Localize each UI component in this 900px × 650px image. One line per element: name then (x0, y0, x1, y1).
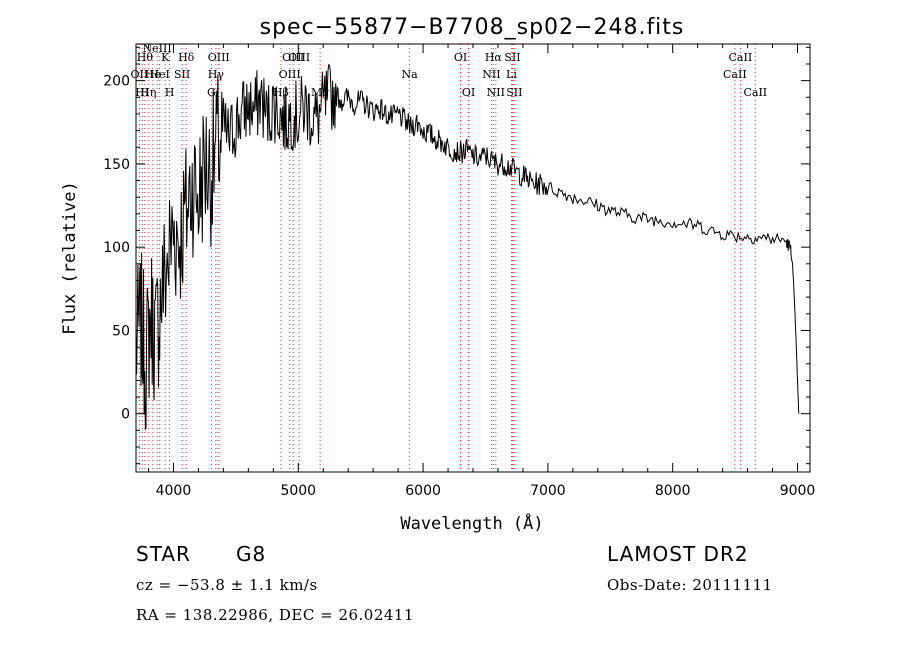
line-label: Hθ (137, 51, 154, 64)
line-label: SII (504, 51, 520, 64)
line-label: Hη (140, 86, 156, 99)
line-label: NII (487, 86, 505, 99)
y-tick-label: 100 (103, 240, 130, 256)
line-label: OIII (208, 51, 230, 64)
line-label: Li (506, 68, 517, 81)
line-label: CaII (729, 51, 753, 64)
x-tick-label: 7000 (530, 483, 566, 499)
line-label: OI (462, 86, 475, 99)
coordinates: RA = 138.22986, DEC = 26.02411 (136, 606, 415, 624)
line-label: NII (482, 68, 500, 81)
line-label: Hγ (208, 68, 225, 81)
line-label: CaII (723, 68, 747, 81)
x-tick-label: 8000 (655, 483, 691, 499)
x-axis-label: Wavelength (Å) (400, 512, 543, 534)
obs-date: Obs-Date: 20111111 (607, 576, 773, 594)
y-tick-label: 150 (103, 157, 130, 173)
object-subclass: G8 (236, 542, 267, 566)
line-label: OII (131, 68, 149, 81)
line-label: OIII (288, 51, 310, 64)
object-class: STAR (136, 542, 191, 566)
line-label: K (161, 51, 170, 64)
line-label: OIII (279, 68, 301, 81)
line-label: CaII (743, 86, 767, 99)
x-axis: 4000 5000 6000 7000 8000 9000 (147, 44, 816, 499)
redshift-readout: cz = −53.8 ± 1.1 km/s (136, 576, 318, 594)
line-label: He (145, 68, 161, 81)
spectral-line-markers (138, 44, 756, 472)
line-label: OI (454, 51, 467, 64)
line-label: Hβ (273, 86, 289, 99)
y-tick-label: 200 (103, 74, 130, 90)
line-label: HI (135, 86, 149, 99)
spectrum-line (135, 63, 800, 431)
x-tick-label: 5000 (280, 483, 316, 499)
y-axis: 0 50 100 150 200 (103, 46, 810, 465)
line-label: Na (402, 68, 419, 81)
line-label: H (165, 86, 175, 99)
line-label: HeI (149, 68, 169, 81)
survey-name: LAMOST DR2 (607, 542, 749, 566)
y-axis-label: Flux (relative) (60, 181, 80, 335)
line-label: NeIII (143, 42, 172, 55)
line-label: OIII (282, 51, 304, 64)
y-tick-label: 0 (121, 407, 130, 423)
y-tick-label: 50 (112, 323, 130, 339)
line-label: SII (174, 68, 190, 81)
line-label: Hα (485, 51, 503, 64)
x-tick-label: 4000 (156, 483, 192, 499)
line-label: G (207, 86, 216, 99)
line-label: SII (506, 86, 522, 99)
x-tick-label: 6000 (405, 483, 441, 499)
spectral-line-labels: OIIHIHθHηHeNeIIIHeIKHSIIHδGHγOIIIHβOIIIO… (131, 42, 768, 99)
line-label: Hδ (178, 51, 195, 64)
x-tick-label: 9000 (780, 483, 816, 499)
chart-title: spec−55877−B7708_sp02−248.fits (260, 15, 685, 40)
